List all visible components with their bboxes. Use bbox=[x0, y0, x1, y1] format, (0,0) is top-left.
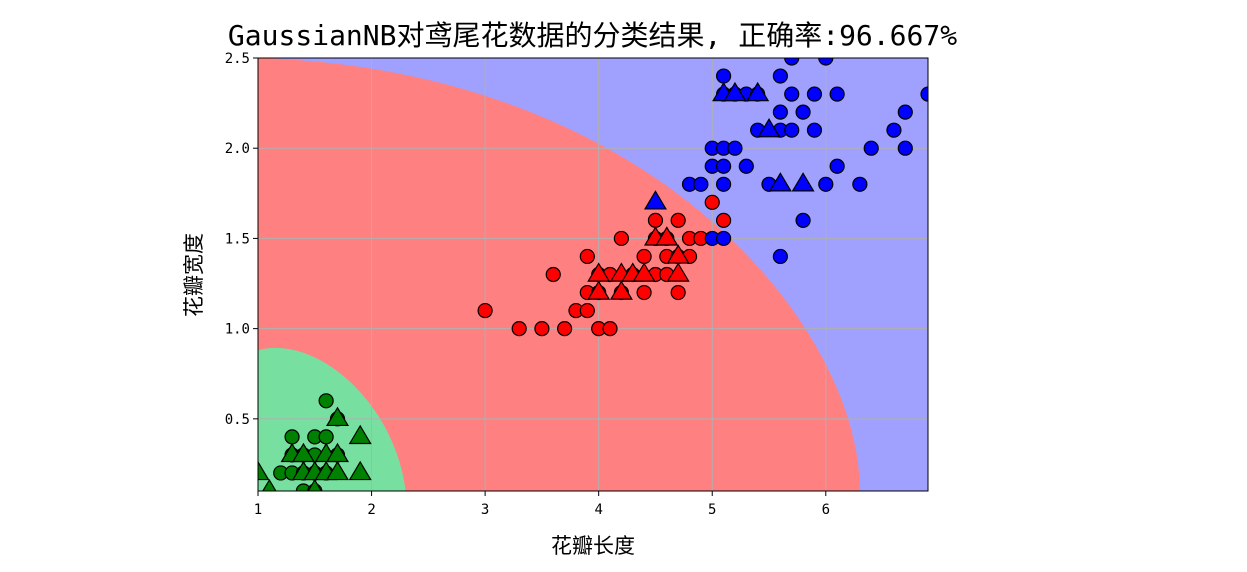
red-triangle-point bbox=[666, 244, 690, 264]
y-tick-label: 2.0 bbox=[225, 141, 250, 157]
green-circle-point bbox=[284, 429, 300, 445]
green-circle-point bbox=[318, 393, 334, 409]
blue-circle-point bbox=[829, 86, 845, 102]
blue-circle-point bbox=[727, 140, 743, 156]
red-circle-point bbox=[477, 302, 493, 319]
data-points bbox=[258, 58, 928, 491]
blue-circle-point bbox=[784, 122, 800, 138]
x-tick-label: 6 bbox=[822, 502, 830, 518]
y-tick-label: 2.5 bbox=[225, 51, 250, 67]
blue-circle-point bbox=[920, 86, 928, 102]
x-tick-label: 4 bbox=[594, 502, 602, 518]
blue-circle-point bbox=[715, 176, 732, 192]
green-triangle-point bbox=[325, 460, 349, 481]
red-circle-point bbox=[579, 302, 595, 319]
blue-circle-point bbox=[772, 248, 788, 265]
red-triangle-point bbox=[587, 280, 611, 300]
blue-triangle-point bbox=[723, 81, 747, 102]
red-circle-point bbox=[647, 212, 664, 228]
red-triangle-point bbox=[632, 262, 656, 282]
red-triangle-point bbox=[655, 226, 679, 246]
blue-circle-point bbox=[738, 158, 754, 174]
red-circle-point bbox=[715, 212, 732, 228]
red-circle-point bbox=[636, 284, 652, 301]
blue-circle-point bbox=[829, 158, 845, 174]
green-circle-point bbox=[318, 429, 334, 445]
axis-ticks: 1 2 3 4 5 6 0.5 1.0 1.5 2.0 2.5 bbox=[225, 51, 830, 518]
blue-circle-point bbox=[693, 176, 709, 192]
green-triangle-point bbox=[325, 406, 349, 427]
chart-title: GaussianNB对鸢尾花数据的分类结果, 正确率:96.667% bbox=[227, 19, 958, 52]
red-circle-point bbox=[670, 284, 686, 301]
plot-frame bbox=[257, 57, 929, 492]
blue-triangle-point bbox=[757, 117, 781, 138]
blue-circle-point bbox=[772, 104, 788, 120]
red-circle-point bbox=[613, 230, 629, 247]
x-tick-label: 5 bbox=[708, 502, 716, 518]
blue-circle-point bbox=[818, 176, 834, 192]
red-circle-point bbox=[511, 321, 527, 337]
x-tick-label: 2 bbox=[367, 502, 375, 518]
blue-triangle-point bbox=[746, 81, 770, 102]
blue-circle-point bbox=[863, 140, 879, 156]
blue-circle-point bbox=[852, 176, 868, 192]
blue-circle-point bbox=[806, 86, 823, 102]
y-tick-label: 1.0 bbox=[225, 322, 250, 338]
blue-circle-point bbox=[818, 58, 834, 66]
blue-circle-point bbox=[784, 58, 800, 66]
red-circle-point bbox=[704, 194, 720, 210]
green-triangle-point bbox=[291, 442, 315, 463]
blue-triangle-point bbox=[643, 190, 667, 210]
blue-circle-point bbox=[715, 68, 732, 84]
x-tick-label: 3 bbox=[481, 502, 489, 518]
blue-circle-point bbox=[715, 158, 732, 174]
green-triangle-point bbox=[262, 478, 277, 491]
green-triangle-point bbox=[325, 442, 349, 463]
blue-triangle-point bbox=[768, 172, 792, 192]
plot-border bbox=[257, 57, 929, 492]
red-triangle-point bbox=[609, 280, 633, 300]
green-triangle-point bbox=[348, 424, 372, 445]
red-circle-point bbox=[579, 248, 595, 265]
blue-triangle-point bbox=[791, 172, 815, 192]
y-tick-label: 0.5 bbox=[225, 412, 250, 428]
red-circle-point bbox=[534, 321, 550, 337]
x-axis-label: 花瓣长度 bbox=[551, 534, 635, 558]
red-circle-point bbox=[636, 248, 652, 265]
blue-circle-point bbox=[795, 104, 811, 120]
x-tick-label: 1 bbox=[254, 502, 262, 518]
blue-circle-point bbox=[897, 140, 913, 156]
y-tick-label: 1.5 bbox=[225, 231, 250, 247]
blue-circle-point bbox=[795, 212, 811, 228]
blue-circle-point bbox=[886, 122, 902, 138]
red-circle-point bbox=[545, 266, 561, 283]
green-triangle-point bbox=[348, 460, 372, 481]
blue-circle-point bbox=[806, 122, 823, 138]
blue-circle-point bbox=[897, 104, 913, 120]
blue-circle-point bbox=[784, 86, 800, 102]
red-triangle-point bbox=[666, 262, 690, 282]
green-circle-point bbox=[295, 483, 312, 491]
blue-circle-point bbox=[715, 230, 732, 247]
red-circle-point bbox=[670, 212, 686, 228]
green-triangle-point bbox=[307, 478, 323, 491]
blue-circle-point bbox=[772, 68, 788, 84]
red-circle-point bbox=[602, 321, 618, 337]
red-circle-point bbox=[557, 321, 573, 337]
